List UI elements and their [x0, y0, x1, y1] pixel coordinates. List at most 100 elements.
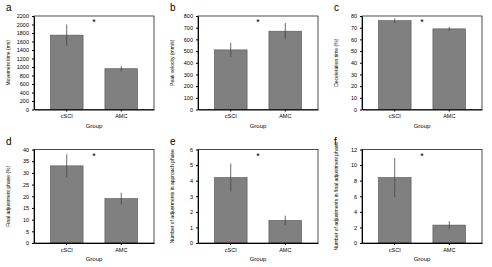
- tick-label: 2200: [17, 13, 29, 19]
- tick: cSCI: [61, 110, 73, 120]
- tick: 2: [190, 209, 198, 215]
- tick: 700: [184, 25, 198, 31]
- axis-line: [35, 243, 155, 244]
- tick: AMC: [443, 110, 455, 120]
- tick-label: 1: [190, 225, 193, 231]
- axis-line: [363, 243, 483, 244]
- axis-line: [35, 110, 155, 111]
- tick-label: cSCI: [61, 247, 73, 253]
- figure: 0200400600800100012001400160018002000220…: [0, 0, 492, 267]
- tick: 0: [26, 107, 34, 113]
- bar: [269, 31, 302, 109]
- tick-mark: [32, 67, 34, 68]
- panel: 024681012cSCIAMCGroupNumber of adjustmen…: [333, 136, 483, 263]
- tick: 15: [23, 205, 34, 211]
- annotation: *: [256, 17, 260, 27]
- tick-label: 200: [20, 98, 29, 104]
- tick: 0: [190, 107, 198, 113]
- tick-label: AMC: [279, 247, 291, 253]
- tick-mark: [196, 243, 198, 244]
- error-bar: [285, 216, 286, 225]
- bar: [50, 35, 83, 109]
- frame: [34, 16, 154, 110]
- tick-mark: [32, 93, 34, 94]
- x-axis-title: Group: [414, 256, 431, 262]
- marks: [378, 158, 465, 243]
- tick-mark: [196, 181, 198, 182]
- tick-mark: [32, 208, 34, 209]
- tick-mark: [360, 28, 362, 29]
- tick-label: 40: [351, 60, 357, 66]
- x-axis: cSCIAMC: [199, 110, 319, 120]
- tick: AMC: [279, 243, 291, 253]
- tick-mark: [32, 25, 34, 26]
- tick: 35: [23, 158, 34, 164]
- tick-mark: [66, 243, 67, 245]
- tick: 800: [20, 73, 34, 79]
- panel-label: e: [170, 136, 176, 147]
- tick-mark: [360, 243, 362, 244]
- tick: 300: [184, 72, 198, 78]
- tick: 2: [354, 225, 362, 231]
- panel: 0200400600800100012001400160018002000220…: [5, 2, 155, 129]
- tick: cSCI: [225, 110, 237, 120]
- tick-label: 30: [23, 170, 29, 176]
- marks: [50, 25, 137, 110]
- tick: 1800: [17, 30, 34, 36]
- tick: 1200: [17, 56, 34, 62]
- tick-mark: [394, 243, 395, 245]
- tick-label: 0: [354, 240, 357, 246]
- panel-label: d: [6, 136, 12, 147]
- tick-mark: [196, 63, 198, 64]
- panel-label: f: [334, 136, 337, 147]
- y-axis-title: Peak velocity (mm/s): [169, 39, 175, 86]
- tick-mark: [360, 165, 362, 166]
- tick-label: 200: [184, 83, 193, 89]
- tick-mark: [360, 63, 362, 64]
- error-bar: [121, 66, 122, 71]
- x-axis-title: Group: [86, 256, 103, 262]
- plot: 0123456cSCIAMCGroupNumber of adjustments…: [169, 147, 319, 262]
- tick: cSCI: [389, 110, 401, 120]
- tick-label: 400: [20, 90, 29, 96]
- tick-mark: [230, 110, 231, 112]
- axis-line: [198, 17, 199, 111]
- x-axis-title: Group: [250, 256, 267, 262]
- tick-label: 0: [26, 240, 29, 246]
- tick: 100: [184, 95, 198, 101]
- y-axis-title: Number of adjustments in final adjustmen…: [333, 142, 339, 251]
- tick-label: 6: [190, 147, 193, 153]
- tick-mark: [32, 33, 34, 34]
- tick-mark: [449, 243, 450, 245]
- x-axis: cSCIAMC: [35, 243, 155, 253]
- tick: 70: [351, 25, 362, 31]
- tick: 10: [351, 162, 362, 168]
- tick-mark: [196, 227, 198, 228]
- tick-label: AMC: [443, 113, 455, 119]
- error-bar: [394, 18, 395, 23]
- tick: 80: [351, 13, 362, 19]
- error-bar: [121, 193, 122, 205]
- tick-label: 30: [351, 72, 357, 78]
- tick-label: 800: [20, 73, 29, 79]
- tick-label: 15: [23, 205, 29, 211]
- tick-mark: [121, 110, 122, 112]
- axis-line: [199, 110, 319, 111]
- tick-mark: [121, 243, 122, 245]
- tick: 4: [190, 178, 198, 184]
- tick: 60: [351, 37, 362, 43]
- y-axis-title: Deceleration time (%): [333, 38, 339, 86]
- tick-label: 10: [351, 95, 357, 101]
- tick-mark: [285, 110, 286, 112]
- bar: [433, 29, 466, 110]
- tick-mark: [360, 196, 362, 197]
- y-axis-title: Final adjustment phase (%): [5, 165, 11, 226]
- error-bar: [66, 154, 67, 177]
- tick: cSCI: [225, 243, 237, 253]
- tick: 800: [184, 13, 198, 19]
- tick-label: 1800: [17, 30, 29, 36]
- axis-line: [34, 150, 35, 244]
- tick-label: 600: [184, 37, 193, 43]
- tick-mark: [360, 227, 362, 228]
- tick-label: 5: [26, 229, 29, 235]
